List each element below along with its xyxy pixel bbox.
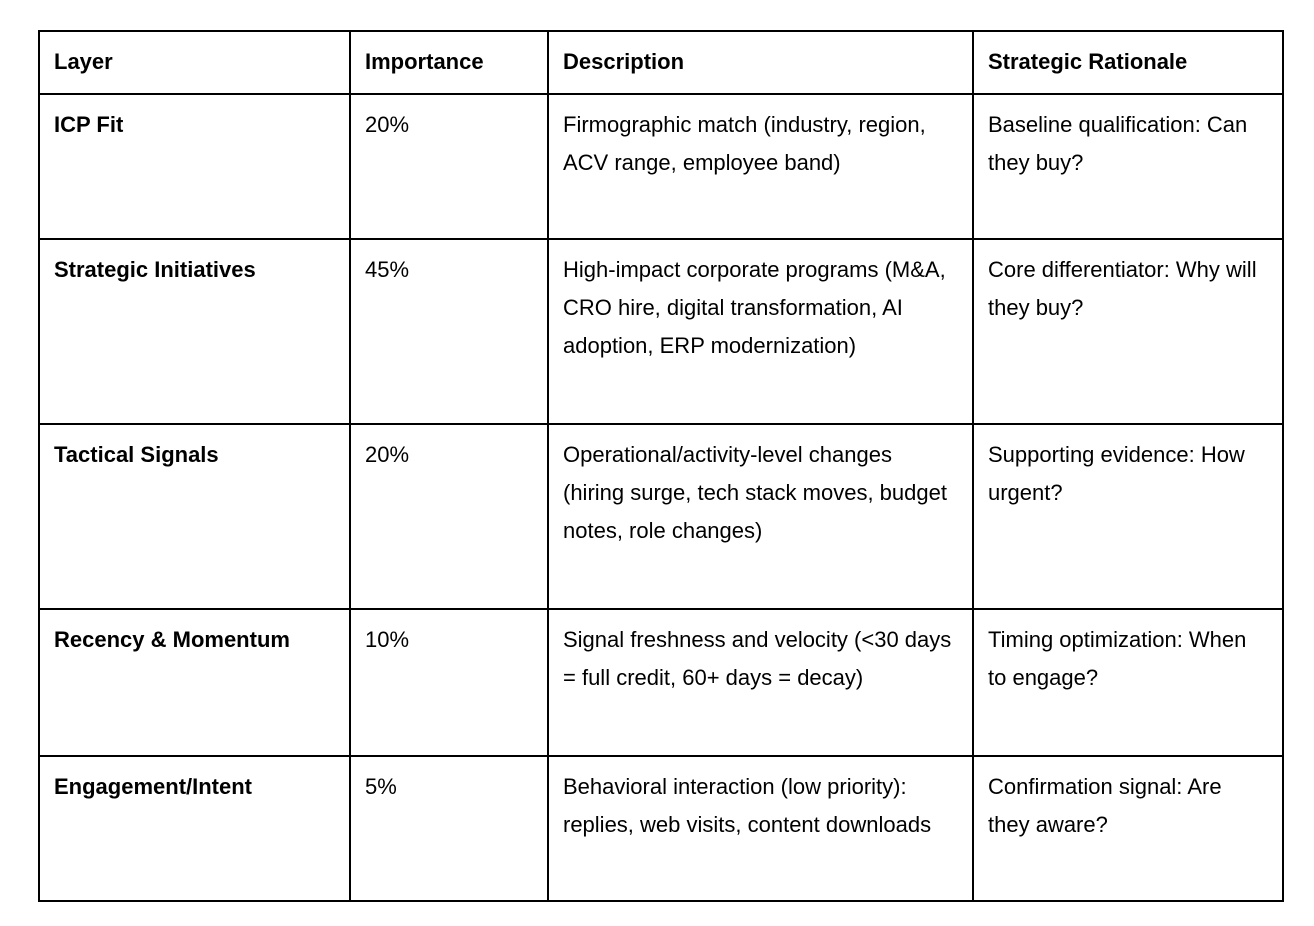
scoring-weights-table: Layer Importance Description Strategic R… xyxy=(38,30,1284,902)
column-header-description: Description xyxy=(547,30,974,95)
cell-description: High-impact corporate programs (M&A, CRO… xyxy=(547,238,974,425)
cell-importance: 5% xyxy=(349,755,549,902)
cell-layer: Strategic Initiatives xyxy=(38,238,351,425)
table-header-row: Layer Importance Description Strategic R… xyxy=(38,30,1284,95)
cell-importance: 20% xyxy=(349,93,549,240)
cell-rationale: Confirmation signal: Are they aware? xyxy=(972,755,1284,902)
cell-description: Firmographic match (industry, region, AC… xyxy=(547,93,974,240)
column-header-layer: Layer xyxy=(38,30,351,95)
column-header-importance: Importance xyxy=(349,30,549,95)
cell-rationale: Supporting evidence: How urgent? xyxy=(972,423,1284,610)
table-row: Recency & Momentum 10% Signal freshness … xyxy=(38,608,1284,757)
cell-rationale: Timing optimization: When to engage? xyxy=(972,608,1284,757)
cell-rationale: Core differentiator: Why will they buy? xyxy=(972,238,1284,425)
cell-layer: Tactical Signals xyxy=(38,423,351,610)
table-row: Strategic Initiatives 45% High-impact co… xyxy=(38,238,1284,425)
cell-description: Signal freshness and velocity (<30 days … xyxy=(547,608,974,757)
cell-layer: Engagement/Intent xyxy=(38,755,351,902)
cell-description: Operational/activity-level changes (hiri… xyxy=(547,423,974,610)
cell-layer: Recency & Momentum xyxy=(38,608,351,757)
table-row: Tactical Signals 20% Operational/activit… xyxy=(38,423,1284,610)
cell-description: Behavioral interaction (low priority): r… xyxy=(547,755,974,902)
cell-rationale: Baseline qualification: Can they buy? xyxy=(972,93,1284,240)
cell-layer: ICP Fit xyxy=(38,93,351,240)
cell-importance: 20% xyxy=(349,423,549,610)
cell-importance: 10% xyxy=(349,608,549,757)
table-row: ICP Fit 20% Firmographic match (industry… xyxy=(38,93,1284,240)
table-row: Engagement/Intent 5% Behavioral interact… xyxy=(38,755,1284,902)
column-header-strategic-rationale: Strategic Rationale xyxy=(972,30,1284,95)
cell-importance: 45% xyxy=(349,238,549,425)
